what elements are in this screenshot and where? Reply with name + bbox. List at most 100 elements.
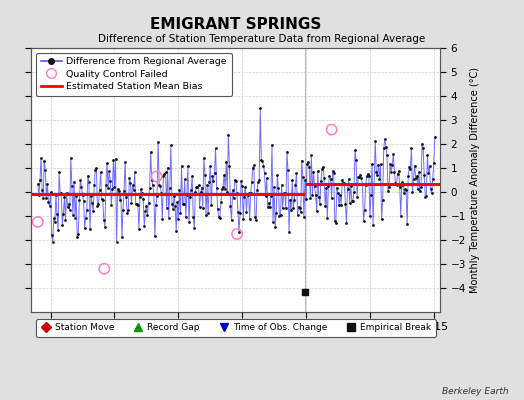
- Point: [304, 159, 312, 165]
- Point: [161, 169, 170, 175]
- Point: [254, 179, 263, 185]
- Point: [392, 181, 401, 188]
- Point: [35, 192, 43, 198]
- Point: [108, 186, 116, 192]
- Point: [328, 195, 336, 201]
- Point: [217, 199, 225, 205]
- Point: [233, 189, 241, 196]
- Point: [89, 208, 97, 214]
- Point: [182, 214, 190, 220]
- Point: [184, 163, 192, 170]
- Point: [202, 212, 210, 218]
- Point: [429, 176, 437, 182]
- Point: [111, 156, 119, 162]
- Point: [358, 181, 367, 188]
- Point: [253, 186, 261, 193]
- Point: [165, 215, 173, 221]
- Point: [142, 203, 150, 209]
- Point: [76, 177, 84, 183]
- Point: [411, 175, 420, 182]
- Point: [271, 224, 279, 230]
- Point: [34, 180, 42, 187]
- Point: [347, 198, 356, 204]
- Point: [255, 177, 264, 184]
- Point: [80, 198, 88, 204]
- Point: [239, 216, 247, 222]
- Point: [369, 222, 377, 228]
- Point: [377, 216, 386, 222]
- Point: [379, 145, 388, 152]
- Point: [259, 162, 268, 169]
- Point: [186, 194, 194, 200]
- Point: [38, 187, 46, 194]
- Point: [316, 178, 325, 184]
- Point: [144, 200, 152, 206]
- Point: [398, 179, 406, 186]
- Point: [324, 183, 333, 190]
- Point: [246, 190, 255, 196]
- Point: [119, 207, 127, 213]
- Point: [410, 162, 419, 169]
- Point: [100, 216, 108, 223]
- Point: [425, 163, 434, 170]
- Point: [120, 187, 128, 194]
- Point: [391, 180, 400, 186]
- Point: [241, 184, 249, 190]
- Point: [141, 208, 149, 215]
- Point: [407, 145, 416, 151]
- Point: [214, 214, 223, 220]
- Point: [363, 173, 371, 180]
- Point: [247, 179, 256, 185]
- Point: [222, 158, 231, 165]
- Point: [252, 217, 260, 224]
- Point: [60, 194, 69, 200]
- Point: [195, 204, 204, 210]
- Point: [274, 185, 282, 192]
- Point: [280, 190, 289, 196]
- Point: [87, 193, 95, 199]
- Point: [401, 186, 409, 192]
- Point: [311, 192, 320, 198]
- Point: [173, 199, 181, 205]
- Point: [285, 229, 293, 235]
- Point: [383, 152, 391, 158]
- Point: [74, 230, 82, 237]
- Point: [219, 184, 227, 190]
- Point: [160, 170, 169, 177]
- Point: [109, 157, 117, 163]
- Point: [300, 214, 308, 220]
- Point: [322, 185, 331, 192]
- Point: [41, 166, 49, 173]
- Point: [95, 186, 104, 193]
- Point: [318, 165, 326, 172]
- Point: [321, 203, 330, 209]
- Point: [395, 168, 403, 174]
- Point: [126, 180, 135, 186]
- Point: [206, 163, 214, 170]
- Point: [242, 208, 250, 215]
- Point: [258, 158, 267, 164]
- Point: [176, 210, 184, 216]
- Point: [294, 204, 303, 210]
- Point: [290, 197, 299, 204]
- Point: [99, 196, 107, 203]
- Point: [413, 186, 422, 192]
- Point: [51, 219, 59, 226]
- Point: [152, 173, 161, 180]
- Point: [36, 177, 44, 184]
- Point: [338, 177, 346, 183]
- Point: [177, 162, 185, 169]
- Point: [309, 168, 318, 175]
- Point: [240, 194, 248, 200]
- Point: [196, 189, 205, 196]
- Point: [335, 202, 343, 208]
- Point: [180, 176, 189, 182]
- Point: [273, 172, 281, 179]
- Point: [238, 183, 246, 190]
- Point: [200, 154, 208, 161]
- Point: [230, 195, 238, 202]
- Point: [281, 205, 290, 211]
- Point: [132, 201, 140, 207]
- Point: [266, 204, 274, 210]
- Point: [245, 216, 254, 222]
